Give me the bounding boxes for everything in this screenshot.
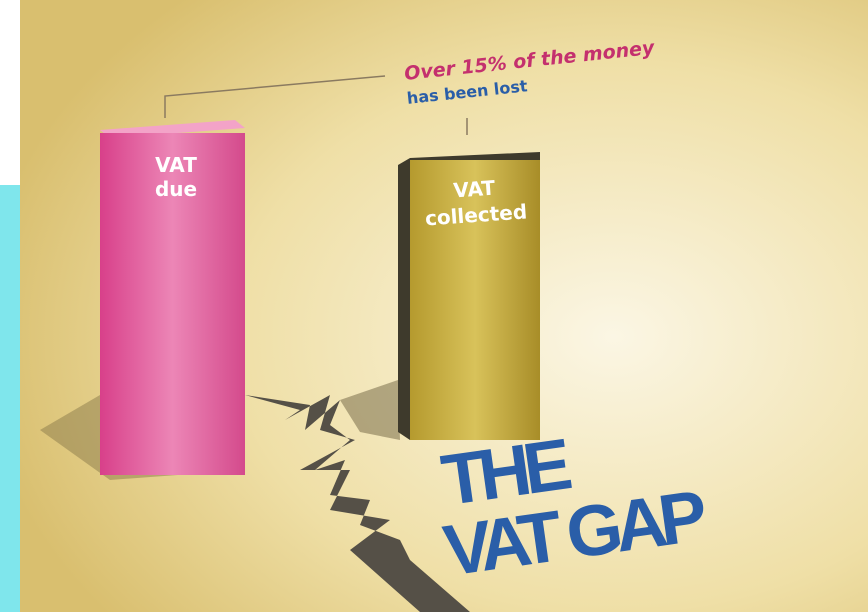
bar-label: VAT xyxy=(155,153,197,177)
side-strip xyxy=(0,185,22,612)
illustration: Over 15% of the money has been lost VAT … xyxy=(0,0,868,612)
bar-label: VAT xyxy=(453,176,497,203)
bar-label: due xyxy=(155,177,197,201)
page: Over 15% of the money has been lost VAT … xyxy=(0,0,868,612)
